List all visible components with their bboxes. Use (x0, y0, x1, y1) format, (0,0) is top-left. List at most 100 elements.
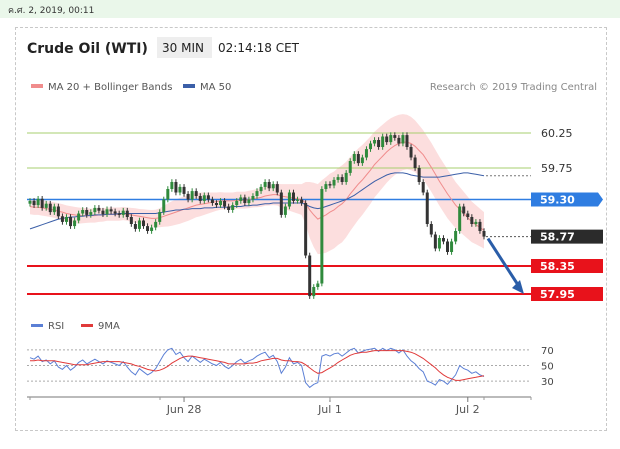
candle-body (93, 207, 97, 213)
candle-body (441, 238, 445, 242)
candle-body (454, 231, 458, 242)
credit-text: Research © 2019 Trading Central (430, 82, 597, 93)
candle-body (137, 220, 141, 229)
candle-body (279, 192, 283, 215)
candle-body (470, 217, 474, 224)
candle-body (101, 210, 105, 215)
candle-body (478, 221, 482, 231)
candle-body (28, 200, 32, 204)
x-tick-label: Jun 28 (166, 403, 202, 416)
candle-body (332, 179, 336, 186)
candle-body (275, 184, 279, 193)
rsi-panel: 70 50 30 (27, 346, 554, 388)
candle-body (393, 135, 397, 138)
rsi-tick-label: 30 (541, 377, 554, 388)
candle-body (77, 213, 81, 221)
candle-body (405, 135, 409, 147)
candle-body (194, 191, 198, 196)
candle-body (340, 177, 344, 182)
timeframe-box (157, 37, 212, 58)
candle-body (446, 241, 450, 252)
candle-body (271, 184, 275, 189)
ma50-legend-swatch (183, 84, 195, 88)
candle-body (129, 217, 133, 224)
ma50-legend-label: MA 50 (200, 82, 231, 93)
candle-body (178, 186, 182, 193)
candle-body (324, 184, 328, 189)
candle-body (369, 143, 372, 150)
timestamp-bar: ค.ศ. 2, 2019, 00:11 (0, 0, 620, 18)
candle-body (150, 227, 154, 231)
candle-body (429, 224, 433, 235)
candle-body (352, 154, 356, 161)
candle-body (206, 195, 210, 200)
time-label: 02:14:18 CET (218, 41, 300, 55)
forecast-arrow (486, 237, 524, 294)
candle-body (397, 137, 401, 144)
candle-body (328, 184, 332, 186)
candle-body (219, 200, 223, 206)
candle-body (296, 199, 300, 201)
candle-body (223, 200, 227, 207)
candle-body (356, 154, 360, 164)
level-tag-label: 59.30 (540, 194, 575, 207)
level-tag-label: 58.77 (540, 231, 575, 244)
rsi-ma-legend-swatch (81, 324, 93, 327)
candle-body (255, 191, 259, 196)
x-tick-label: Jul 2 (455, 403, 480, 416)
candle-body (52, 206, 56, 213)
rsi-ma-line (30, 350, 485, 381)
x-tick-label: Jul 1 (317, 403, 342, 416)
candle-body (154, 221, 158, 228)
level-tag-pivot (531, 192, 603, 207)
candle-body (462, 206, 466, 214)
candle-body (425, 192, 429, 224)
candle-body (312, 287, 316, 297)
ma20-legend-swatch (31, 84, 43, 88)
level-tag-support (531, 259, 603, 273)
candle-body (401, 135, 405, 144)
candle-body (214, 203, 218, 206)
timeframe-label: 30 MIN (162, 41, 204, 55)
candle-body (466, 213, 470, 217)
candle-body (300, 199, 304, 203)
forecast-arrow-shaft (486, 237, 522, 289)
candle-body (291, 192, 295, 201)
candle-body (69, 217, 73, 227)
candle-body (348, 161, 352, 173)
candle-body (308, 255, 312, 297)
candle-body (89, 212, 93, 215)
bollinger-band (30, 114, 484, 255)
candle-body (381, 136, 385, 147)
rsi-legend-swatch (31, 324, 43, 327)
candle-body (40, 198, 44, 208)
candle-body (170, 182, 174, 189)
candle-body (133, 224, 137, 229)
candle-body (458, 206, 462, 231)
level-label: 60.25 (541, 127, 573, 140)
level-tags: 60.25 59.75 59.30 58.77 58.35 57.95 (531, 127, 603, 301)
candle-body (283, 206, 287, 215)
candle-body (56, 206, 60, 217)
candle-body (117, 213, 121, 215)
candle-body (105, 209, 109, 215)
candle-body (158, 212, 162, 222)
candle-body (73, 220, 77, 227)
candle-body (198, 196, 202, 201)
candle-body (162, 199, 166, 213)
candle-body (182, 186, 186, 194)
candle-body (421, 182, 425, 193)
candle-body (174, 182, 178, 193)
level-lines (27, 132, 531, 295)
chart-frame (15, 27, 607, 431)
ma20-legend-label: MA 20 + Bollinger Bands (48, 82, 172, 93)
level-tag-label: 57.95 (540, 288, 575, 301)
candle-body (36, 198, 40, 206)
candle-body (373, 140, 377, 144)
rsi-tick-label: 50 (541, 362, 554, 373)
candle-body (377, 140, 381, 147)
candle-body (344, 172, 348, 182)
candle-body (259, 186, 263, 192)
bollinger-band-area (30, 114, 484, 255)
